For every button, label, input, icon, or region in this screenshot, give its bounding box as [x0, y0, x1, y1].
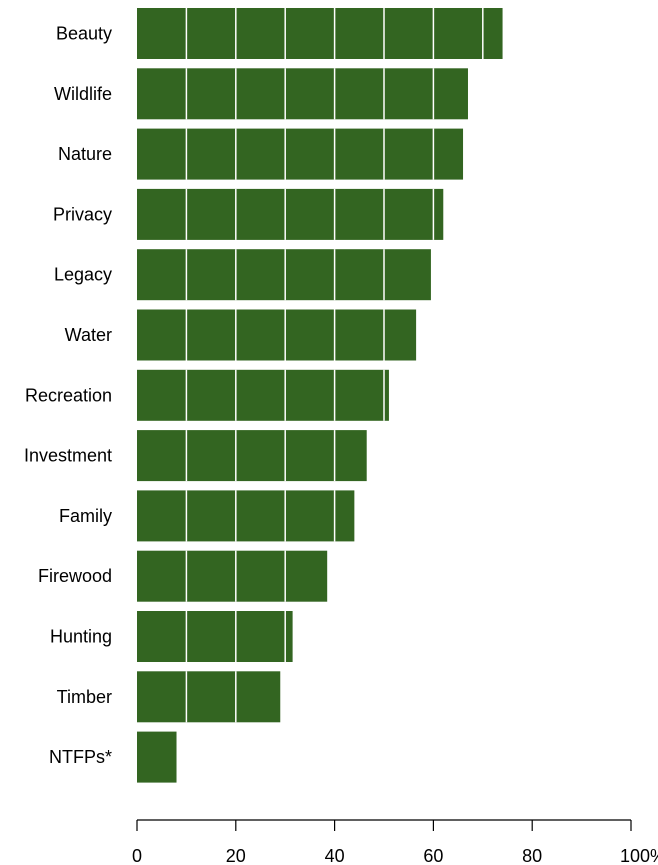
bar-timber [137, 671, 281, 723]
category-label-recreation: Recreation [25, 385, 112, 405]
category-label-privacy: Privacy [53, 204, 112, 224]
bar-privacy [137, 188, 444, 240]
bar-beauty [137, 8, 503, 59]
x-tick-label-100: 100% [620, 846, 658, 865]
category-label-firewood: Firewood [38, 566, 112, 586]
bar-wildlife [137, 68, 468, 120]
bar-ntfps [137, 731, 177, 783]
category-label-family: Family [59, 506, 112, 526]
category-label-hunting: Hunting [50, 627, 112, 647]
category-label-legacy: Legacy [54, 265, 112, 285]
category-label-beauty: Beauty [56, 24, 112, 44]
category-label-wildlife: Wildlife [54, 84, 112, 104]
bar-investment [137, 430, 367, 482]
category-label-investment: Investment [24, 446, 112, 466]
x-tick-label-40: 40 [325, 846, 345, 865]
category-label-ntfps: NTFPs* [49, 747, 112, 767]
category-label-nature: Nature [58, 144, 112, 164]
x-tick-label-80: 80 [522, 846, 542, 865]
bar-hunting [137, 611, 293, 662]
category-label-water: Water [65, 325, 112, 345]
x-tick-label-20: 20 [226, 846, 246, 865]
bar-nature [137, 128, 464, 180]
bar-water [137, 309, 417, 361]
bar-recreation [137, 369, 389, 421]
category-label-timber: Timber [57, 687, 112, 707]
bar-family [137, 490, 355, 542]
x-tick-label-60: 60 [423, 846, 443, 865]
x-axis: 0 20 40 60 80 100% [132, 819, 658, 865]
x-tick-label-0: 0 [132, 846, 142, 865]
gridlines-group [185, 8, 484, 723]
bars-group [137, 8, 503, 783]
bar-firewood [137, 550, 328, 602]
category-labels-group: Beauty Wildlife Nature Privacy Legacy Water Re… [24, 24, 112, 768]
bar-legacy [137, 249, 431, 301]
